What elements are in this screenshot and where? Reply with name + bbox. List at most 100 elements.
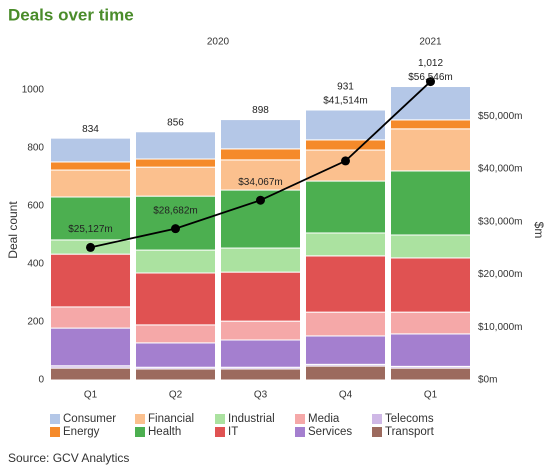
legend-swatch [50,427,60,437]
bar-segment [390,311,471,335]
chart-title: Deals over time [8,5,134,24]
bar-segment [135,324,216,344]
bar-segment [135,249,216,274]
y-tick-label: 800 [27,143,44,154]
y2-tick-label: $10,000m [478,322,522,333]
y-tick-label: 1000 [22,85,45,96]
x-tick-label: Q4 [339,390,353,401]
bar-segment [305,180,386,234]
bar-segment [50,327,131,367]
bar-segment [50,253,131,308]
bar-segment [220,247,301,273]
y-axis-label: Deal count [6,201,20,259]
legend-label: Consumer [63,413,116,425]
y2-axis-label: $m [532,222,546,239]
legend-swatch [135,414,145,424]
legend-label: Telecoms [385,413,434,425]
legend-label: Financial [148,413,194,425]
y-tick-label: 600 [27,201,44,212]
deal-value-point [426,77,435,87]
y-tick-label: 0 [38,375,44,386]
total-label: 931 [337,82,354,93]
bar-segment [220,368,301,381]
bar-segment [135,342,216,368]
bar-segment [135,368,216,381]
bar-segment [390,170,471,236]
bar-segment [390,333,471,367]
value-label: $28,682m [153,205,197,216]
legend-swatch [372,427,382,437]
value-label: $34,067m [238,177,282,188]
bar-segment [50,169,131,198]
bar-segment [220,159,301,191]
total-label: 856 [167,117,184,128]
legend-swatch [215,414,225,424]
year-label: 2021 [419,37,442,48]
bar-segment [390,119,471,130]
bar-segment [305,255,386,313]
bar-segment [390,86,471,121]
bar-segment [50,161,131,171]
legend-swatch [135,427,145,437]
legend-swatch [50,414,60,424]
bar-segment [390,128,471,172]
legend-label: Services [308,426,352,438]
bar-segment [305,335,386,365]
year-label: 2020 [207,37,230,48]
legend-label: Health [148,426,181,438]
bar-segment [305,311,386,337]
value-label: $41,514m [323,96,367,107]
legend-label: Energy [63,426,100,438]
bar-segment [305,232,386,257]
total-label: 1,012 [418,58,443,69]
x-tick-label: Q2 [169,390,183,401]
total-label: 898 [252,105,269,116]
legend-swatch [372,414,382,424]
y2-tick-label: $40,000m [478,164,522,175]
bar-segment [135,131,216,160]
bar-segment [305,139,386,151]
bar-segment [135,166,216,197]
y2-tick-label: $50,000m [478,111,522,122]
deal-value-point [171,224,180,234]
y2-tick-label: $30,000m [478,216,522,227]
y-tick-label: 200 [27,317,44,328]
y2-tick-label: $0m [478,375,497,386]
x-tick-label: Q1 [84,390,98,401]
value-label: $25,127m [68,224,112,235]
bar-segment [50,196,131,241]
legend-label: IT [228,426,238,438]
bar-segment [50,137,131,163]
legend-swatch [215,427,225,437]
legend-label: Transport [385,426,435,438]
bar-segment [135,195,216,251]
legend-swatch [295,414,305,424]
bar-segment [135,158,216,168]
bar-segment [50,306,131,329]
bar-segment [220,339,301,368]
bar-segment [305,149,386,182]
source: Source: GCV Analytics [8,451,129,465]
bar-segment [220,271,301,322]
bar-segment [390,234,471,259]
y-tick-label: 400 [27,259,44,270]
bar-segment [50,367,131,381]
legend-swatch [295,427,305,437]
x-tick-label: Q3 [254,390,268,401]
bar-segment [135,272,216,326]
value-label: $56,546m [408,72,452,83]
deal-value-point [341,156,350,166]
x-tick-label: Q1 [424,390,438,401]
y2-tick-label: $20,000m [478,269,522,280]
bar-segment [220,119,301,150]
deal-value-point [256,195,265,205]
bar-segment [220,148,301,161]
bar-segment [305,365,386,381]
total-label: 834 [82,124,99,135]
bar-segment [220,320,301,341]
legend-label: Industrial [228,413,275,425]
deal-value-point [86,242,95,252]
bar-segment [390,257,471,313]
bar-segment [390,367,471,381]
